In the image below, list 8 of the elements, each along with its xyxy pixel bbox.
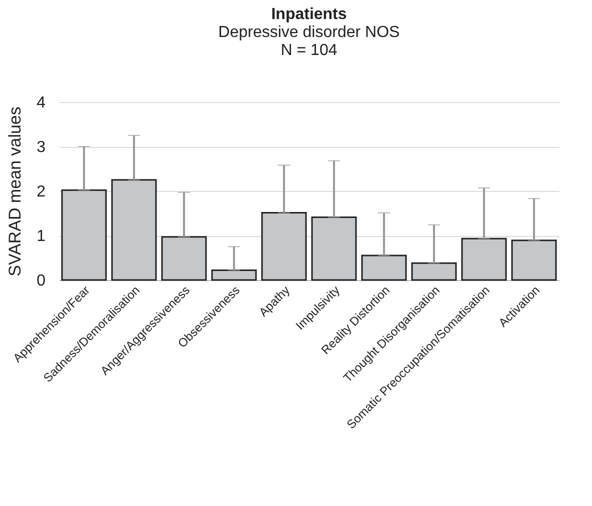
chart-subtitle: Depressive disorder NOS N = 104 <box>218 24 400 59</box>
y-tick-label: 2 <box>36 184 46 200</box>
y-axis-title: SVARAD mean values <box>6 106 25 276</box>
y-tick-label: 1 <box>36 228 46 245</box>
chart-title: Inpatients <box>271 6 347 23</box>
y-tick-label: 0 <box>36 272 46 290</box>
y-tick-label: 4 <box>36 94 46 112</box>
y-tick-label: 3 <box>36 139 46 156</box>
